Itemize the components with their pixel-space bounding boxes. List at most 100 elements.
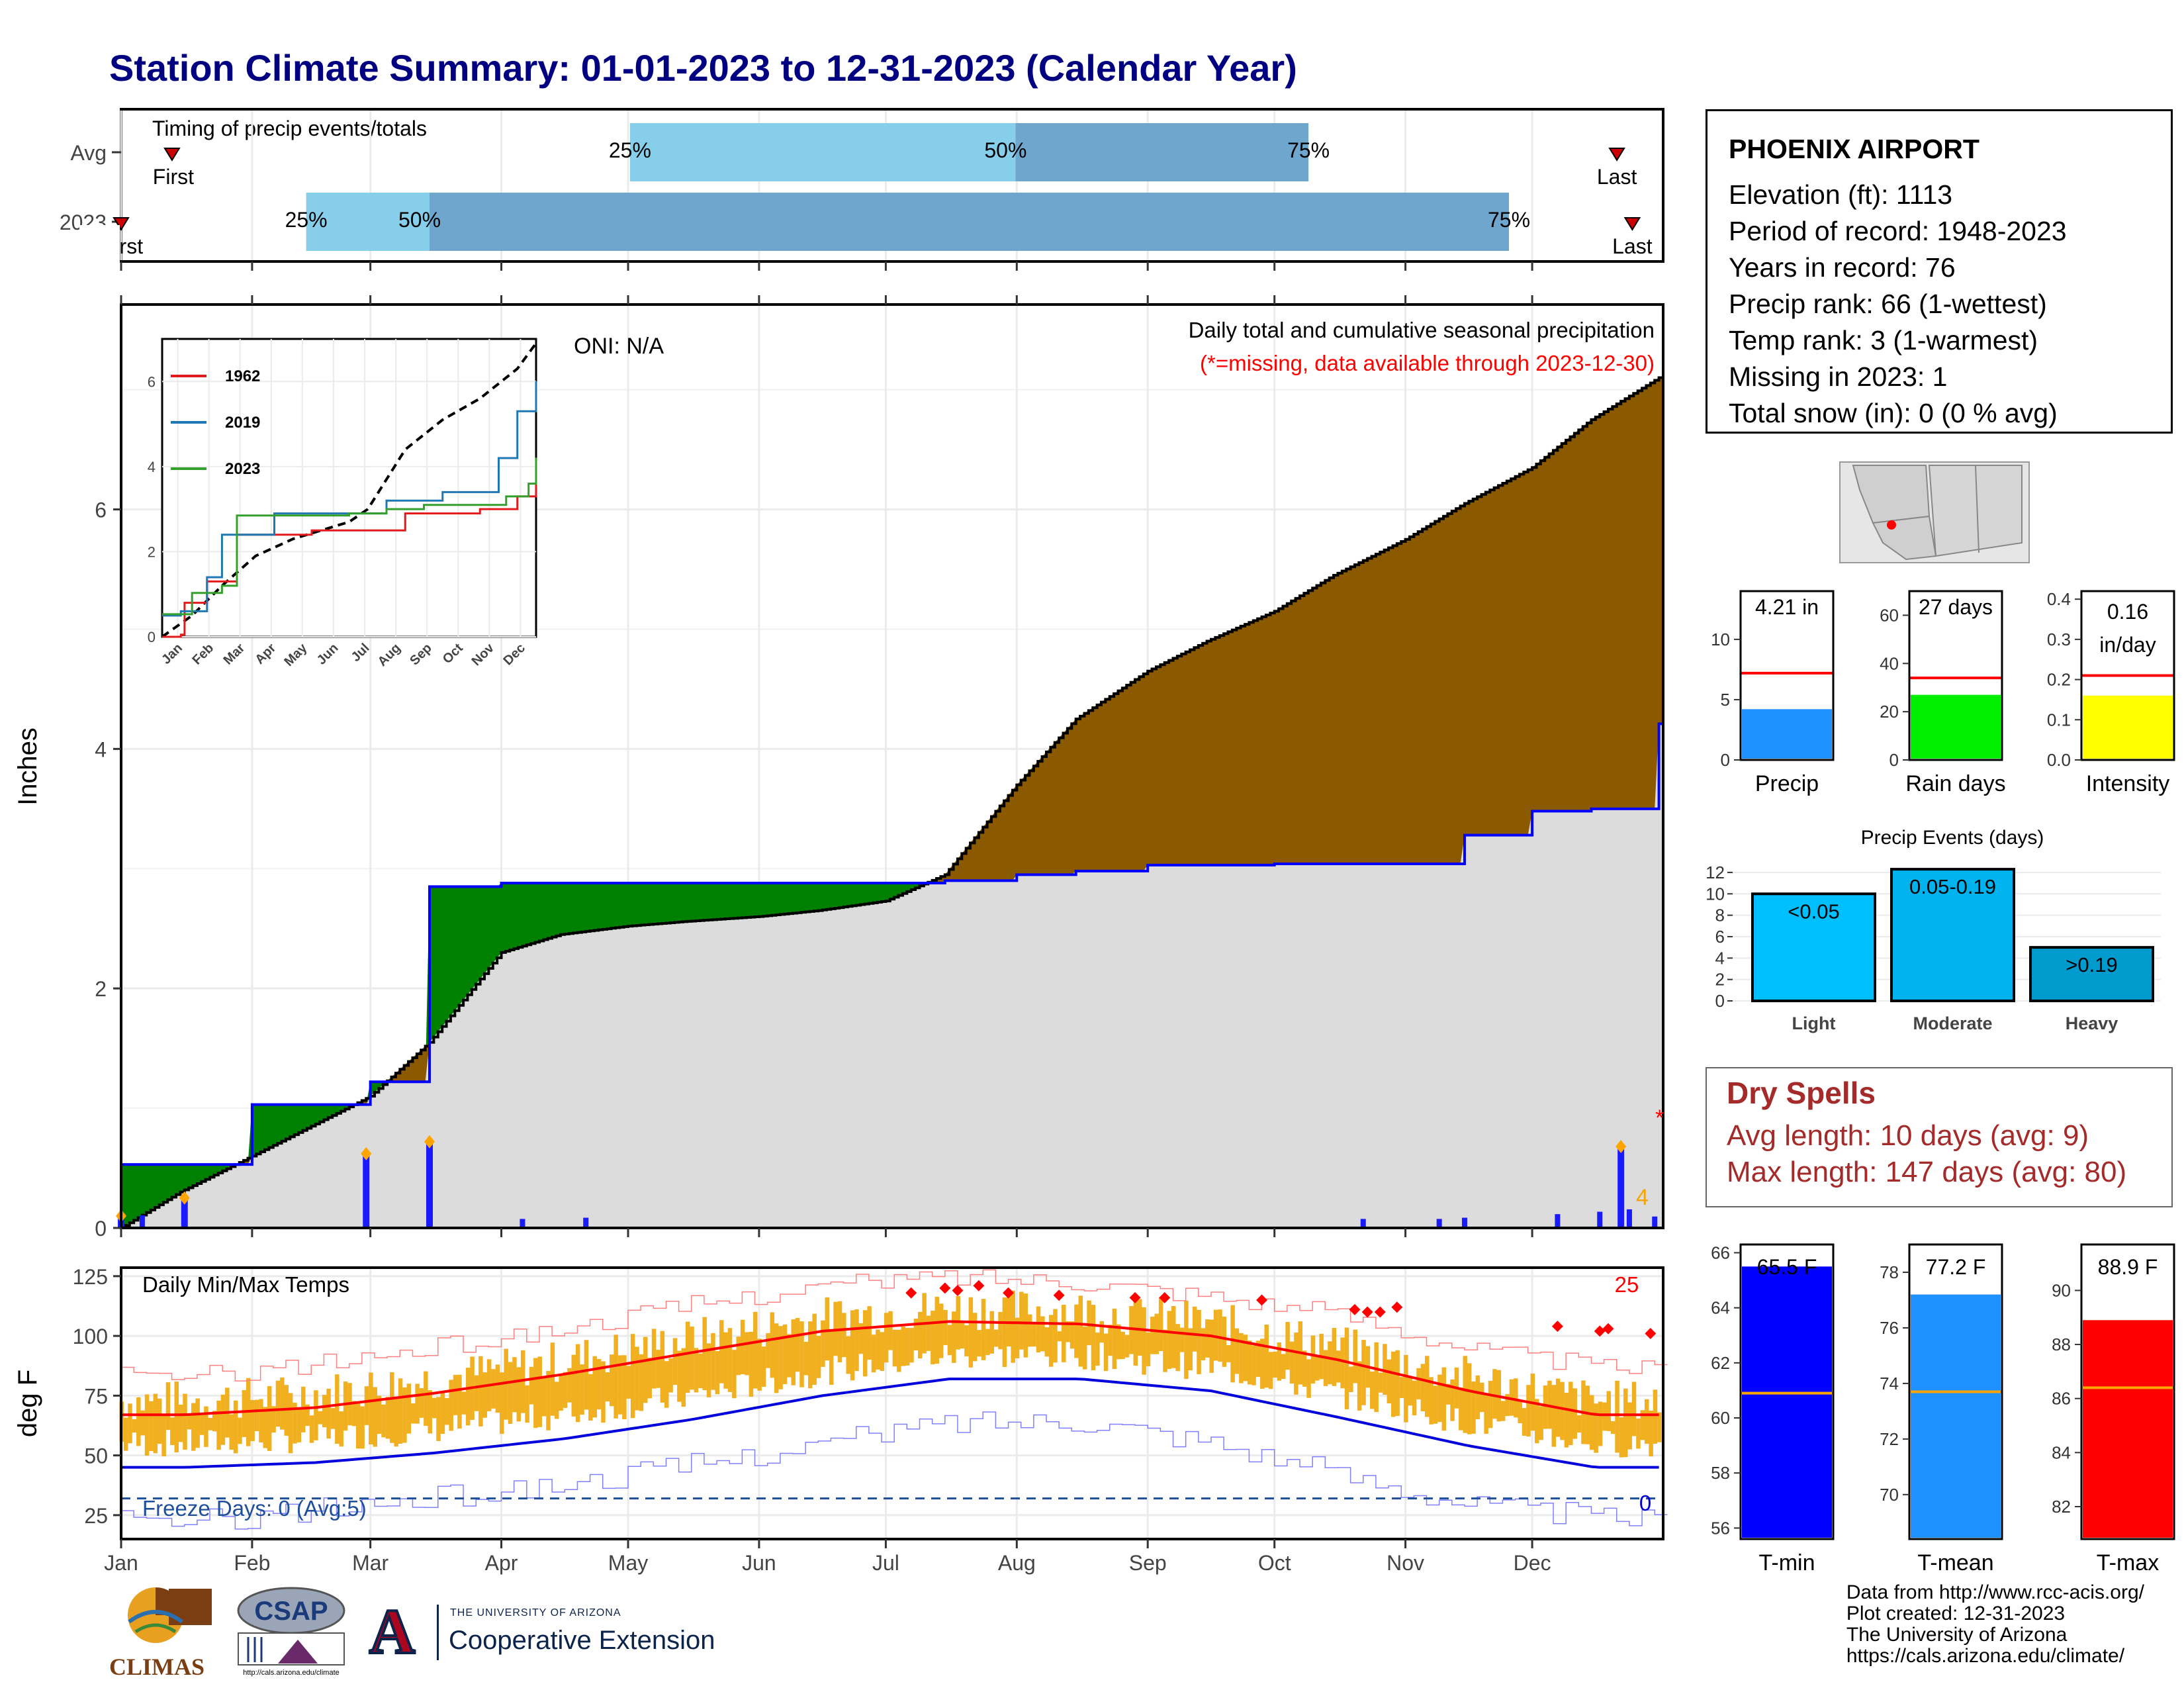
- ua-extension-logo: A THE UNIVERSITY OF ARIZONA Cooperative …: [361, 1599, 745, 1675]
- daily-temp-bar: [1404, 1354, 1408, 1423]
- station-elevation: Elevation (ft): 1113: [1729, 179, 1953, 210]
- ua-name-small: THE UNIVERSITY OF ARIZONA: [450, 1607, 621, 1618]
- daily-temp-bar: [1606, 1391, 1612, 1431]
- dry-avg-length: Avg length: 10 days (avg: 9): [1727, 1119, 2089, 1152]
- heavy-event-marker: [361, 1147, 372, 1160]
- daily-temp-bar: [157, 1398, 162, 1444]
- y-tick-label: 6: [95, 498, 107, 522]
- last-event-marker: [1608, 148, 1625, 162]
- daily-precip-bar: [1617, 1146, 1625, 1228]
- average-max-line: [121, 1320, 1659, 1417]
- summary-bar-border: [1908, 590, 2003, 761]
- daily-temp-bar: [419, 1388, 424, 1418]
- locator-map: [1839, 461, 2030, 563]
- events-title: Precip Events (days): [1861, 827, 2044, 849]
- daily-temp-bar: [436, 1397, 441, 1441]
- daily-temp-bar: [1631, 1382, 1637, 1436]
- daily-temp-bar: [1197, 1309, 1201, 1374]
- daily-temp-bar: [1133, 1295, 1138, 1366]
- daily-temp-bar: [905, 1327, 910, 1366]
- daily-temp-bar: [846, 1336, 850, 1374]
- summary-value-label: 27 days: [1919, 595, 1993, 619]
- daily-temp-bar: [318, 1411, 323, 1425]
- daily-temp-bar: [1336, 1350, 1341, 1383]
- temp-bar-value-label: 77.2 F: [1926, 1255, 1986, 1279]
- daily-temp-bar: [989, 1311, 995, 1354]
- daily-temp-bar: [1395, 1350, 1400, 1417]
- daily-temp-bar: [981, 1299, 986, 1360]
- daily-temp-bar: [1653, 1389, 1658, 1444]
- month-label: Dec: [1514, 1551, 1551, 1575]
- daily-temp-bar: [1361, 1340, 1366, 1405]
- daily-temp-bar: [1526, 1385, 1531, 1437]
- daily-temp-bar: [943, 1309, 948, 1345]
- daily-temp-bar: [614, 1335, 618, 1419]
- page-title: Station Climate Summary: 01-01-2023 to 1…: [109, 47, 1297, 89]
- daily-temp-bar: [998, 1311, 1003, 1350]
- summary-y-label: 0.2: [2047, 670, 2071, 690]
- daily-temp-bar: [500, 1372, 504, 1434]
- daily-temp-bar: [1374, 1342, 1379, 1413]
- daily-temp-bar: [1209, 1319, 1214, 1373]
- daily-temp-bar: [1087, 1300, 1091, 1346]
- daily-temp-bar: [309, 1415, 314, 1443]
- heavy-event-marker: [179, 1191, 190, 1205]
- daily-temp-bar: [1594, 1403, 1598, 1453]
- daily-temp-bar: [144, 1394, 150, 1456]
- summary-category-label: Rain days: [1905, 771, 2005, 796]
- daily-temp-bar: [1281, 1354, 1286, 1380]
- daily-temp-bar: [1500, 1401, 1506, 1421]
- daily-temp-bar: [715, 1350, 720, 1395]
- daily-temp-bar: [727, 1328, 733, 1392]
- inset-legend-label: 1962: [225, 367, 260, 385]
- station-location-dot: [1887, 520, 1896, 530]
- daily-temp-bar: [461, 1391, 467, 1415]
- daily-temp-bar: [1078, 1295, 1083, 1367]
- daily-temp-bar: [761, 1346, 766, 1387]
- temp-bar-y-label: 62: [1711, 1353, 1730, 1373]
- daily-temp-bar: [1615, 1380, 1619, 1453]
- daily-temp-bar: [876, 1329, 880, 1370]
- daily-temp-bar: [1302, 1350, 1307, 1387]
- daily-temp-bar: [1239, 1333, 1244, 1383]
- daily-temp-bar: [263, 1407, 268, 1448]
- daily-temp-bar: [1091, 1305, 1096, 1371]
- daily-temp-bar: [1310, 1335, 1316, 1384]
- month-label: Aug: [998, 1551, 1036, 1575]
- daily-temp-bar: [1399, 1377, 1404, 1398]
- heavy-event-marker: [1615, 1139, 1627, 1153]
- daily-temp-bar: [605, 1372, 610, 1402]
- daily-temp-bar: [1099, 1321, 1104, 1343]
- daily-temp-bar: [1146, 1332, 1151, 1366]
- daily-temp-bar: [550, 1342, 555, 1416]
- daily-temp-bar: [1184, 1300, 1189, 1380]
- daily-temp-bar: [867, 1306, 872, 1360]
- temp-bar-y-label: 64: [1711, 1298, 1730, 1318]
- daily-temp-bar: [220, 1394, 226, 1445]
- daily-temp-bar: [474, 1375, 479, 1411]
- temp-bar-y-label: 82: [2052, 1497, 2071, 1517]
- daily-temp-bar: [931, 1311, 935, 1365]
- daily-temp-bar: [1589, 1395, 1594, 1450]
- daily-temp-bar: [635, 1346, 639, 1411]
- temp-bar-y-label: 88: [2052, 1335, 2071, 1354]
- daily-temp-bar: [360, 1406, 365, 1449]
- daily-temp-bar: [563, 1372, 568, 1408]
- daily-precip-bar: [520, 1219, 525, 1228]
- daily-temp-bar: [643, 1336, 648, 1403]
- summary-value-label: 4.21 in: [1755, 595, 1819, 619]
- daily-temp-bar: [322, 1395, 327, 1428]
- daily-temp-bar: [1002, 1297, 1007, 1368]
- daily-temp-bar: [174, 1382, 179, 1453]
- daily-temp-bar: [1268, 1352, 1273, 1389]
- daily-temp-bar: [351, 1401, 357, 1427]
- common-fill: [121, 724, 1663, 1228]
- daily-temp-bar: [795, 1317, 800, 1372]
- daily-temp-bar: [410, 1403, 416, 1424]
- daily-temp-bar: [1518, 1400, 1522, 1424]
- temp-bar-value-label: 65.5 F: [1757, 1255, 1817, 1279]
- inset-2023-line: [162, 457, 537, 616]
- daily-temp-bar: [178, 1404, 183, 1442]
- daily-temp-bar: [1154, 1313, 1159, 1354]
